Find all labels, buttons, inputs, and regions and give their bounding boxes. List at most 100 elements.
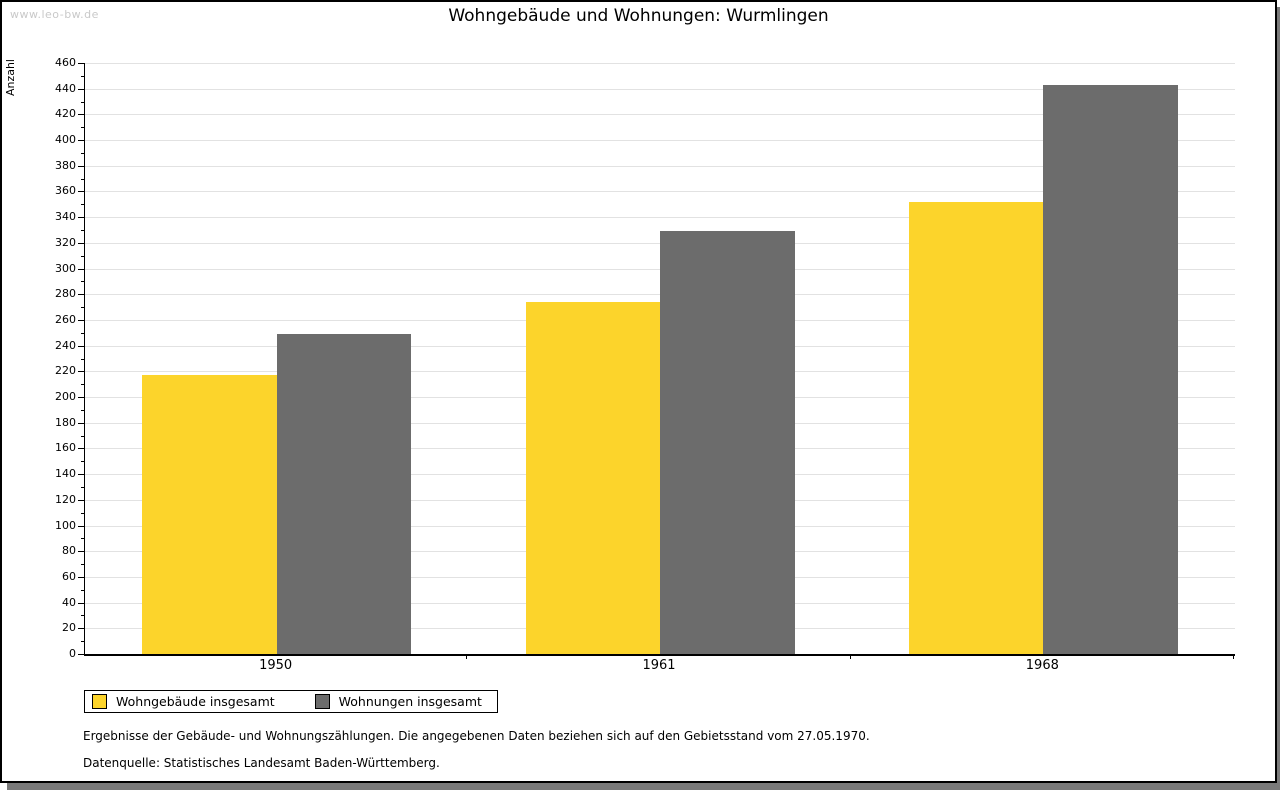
y-axis-major-tick	[78, 88, 84, 90]
y-axis-major-tick	[78, 499, 84, 501]
bar-wohnungen-1968	[1043, 84, 1178, 654]
y-axis-label: 240	[55, 338, 76, 352]
x-axis-label-1968: 1968	[1025, 658, 1059, 673]
legend-swatch-wohnungen	[314, 694, 330, 709]
y-axis-label: 280	[55, 287, 76, 301]
y-axis-minor-tick	[81, 178, 84, 180]
y-axis-label: 360	[55, 184, 76, 198]
y-axis-major-tick	[78, 294, 84, 296]
y-axis-label: 260	[55, 312, 76, 326]
legend-label-wohnungen: Wohnungen insgesamt	[338, 694, 482, 709]
y-axis-label: 200	[55, 390, 76, 404]
y-axis-minor-tick	[81, 358, 84, 360]
y-axis-minor-tick	[81, 641, 84, 643]
y-axis-title: Anzahl	[4, 59, 17, 97]
x-axis-tick	[1233, 654, 1234, 659]
y-axis-major-tick	[78, 576, 84, 578]
y-axis-label: 40	[62, 595, 76, 609]
y-axis-label: 420	[55, 107, 76, 121]
y-axis-label: 100	[55, 518, 76, 532]
chart-title: Wohngebäude und Wohnungen: Wurmlingen	[448, 6, 829, 26]
y-axis-major-tick	[78, 448, 84, 450]
y-axis-label: 380	[55, 158, 76, 172]
y-axis-minor-tick	[81, 75, 84, 77]
legend-label-wohngebaeude: Wohngebäude insgesamt	[116, 694, 275, 709]
y-axis-major-tick	[78, 654, 84, 655]
y-axis-major-tick	[78, 114, 84, 116]
y-axis-major-tick	[78, 551, 84, 553]
y-axis-minor-tick	[81, 152, 84, 154]
y-axis-minor-tick	[81, 127, 84, 129]
x-axis-tick	[849, 654, 851, 659]
y-axis-major-tick	[78, 319, 84, 321]
y-axis-label: 340	[55, 210, 76, 224]
y-axis-minor-tick	[81, 615, 84, 617]
y-axis-minor-tick	[81, 307, 84, 309]
y-axis-label: 20	[62, 621, 76, 635]
y-axis-major-tick	[78, 422, 84, 424]
y-axis-major-tick	[78, 397, 84, 399]
y-axis-major-tick	[78, 628, 84, 630]
bar-wohnungen-1961	[660, 231, 795, 654]
y-axis-major-tick	[78, 268, 84, 270]
footer-source: Datenquelle: Statistisches Landesamt Bad…	[83, 756, 440, 770]
gridline	[85, 140, 1235, 142]
y-axis-major-tick	[78, 602, 84, 604]
y-axis-label: 400	[55, 133, 76, 147]
y-axis-major-tick	[78, 474, 84, 476]
y-axis-label: 140	[55, 467, 76, 481]
legend-swatch-wohngebaeude	[92, 694, 107, 709]
plot-area	[84, 63, 1235, 656]
y-axis-major-tick	[78, 165, 84, 167]
y-axis-minor-tick	[81, 435, 84, 437]
gridline	[85, 217, 1235, 219]
y-axis-minor-tick	[81, 538, 84, 540]
gridline	[85, 88, 1235, 90]
y-axis-minor-tick	[81, 384, 84, 386]
y-axis-minor-tick	[81, 409, 84, 411]
footer-note: Ergebnisse der Gebäude- und Wohnungszähl…	[83, 729, 870, 743]
y-axis-label: 440	[55, 81, 76, 95]
bar-wohnungen-1950	[276, 334, 412, 654]
y-axis-label: 0	[69, 647, 76, 660]
y-axis-minor-tick	[81, 204, 84, 206]
y-axis-label: 120	[55, 492, 76, 506]
legend: Wohngebäude insgesamt Wohnungen insgesam…	[84, 690, 498, 713]
y-axis-major-tick	[78, 345, 84, 347]
y-axis-minor-tick	[81, 512, 84, 514]
gridline	[85, 191, 1235, 193]
y-axis-label: 80	[62, 544, 76, 558]
watermark: www.leo-bw.de	[10, 8, 99, 21]
bar-wohngebaeude-1950	[142, 375, 277, 654]
x-axis-tick	[466, 654, 468, 659]
y-axis-major-tick	[78, 371, 84, 373]
y-axis-minor-tick	[81, 564, 84, 566]
bar-wohngebaeude-1961	[525, 301, 660, 654]
y-axis-minor-tick	[81, 461, 84, 463]
y-axis-label: 180	[55, 415, 76, 429]
y-axis-minor-tick	[81, 281, 84, 283]
legend-item-wohngebaeude: Wohngebäude insgesamt	[92, 694, 275, 709]
y-axis-label: 60	[62, 569, 76, 583]
y-axis-major-tick	[78, 242, 84, 244]
y-axis-minor-tick	[81, 101, 84, 103]
x-axis-label-1950: 1950	[259, 658, 293, 673]
y-axis-major-tick	[78, 217, 84, 219]
y-axis-minor-tick	[81, 589, 84, 591]
y-axis-label: 220	[55, 364, 76, 378]
legend-item-wohnungen: Wohnungen insgesamt	[314, 694, 482, 709]
y-axis-label: 300	[55, 261, 76, 275]
y-axis-major-tick	[78, 191, 84, 193]
y-axis-minor-tick	[81, 332, 84, 334]
y-axis-label: 160	[55, 441, 76, 455]
y-axis-minor-tick	[81, 255, 84, 257]
x-axis-label-1961: 1961	[642, 658, 676, 673]
bar-wohngebaeude-1968	[908, 201, 1044, 654]
gridline	[85, 114, 1235, 116]
y-axis-major-tick	[78, 525, 84, 527]
gridline	[85, 165, 1235, 167]
y-axis-label: 320	[55, 235, 76, 249]
gridline	[85, 63, 1235, 64]
y-axis-label: 460	[55, 56, 76, 69]
